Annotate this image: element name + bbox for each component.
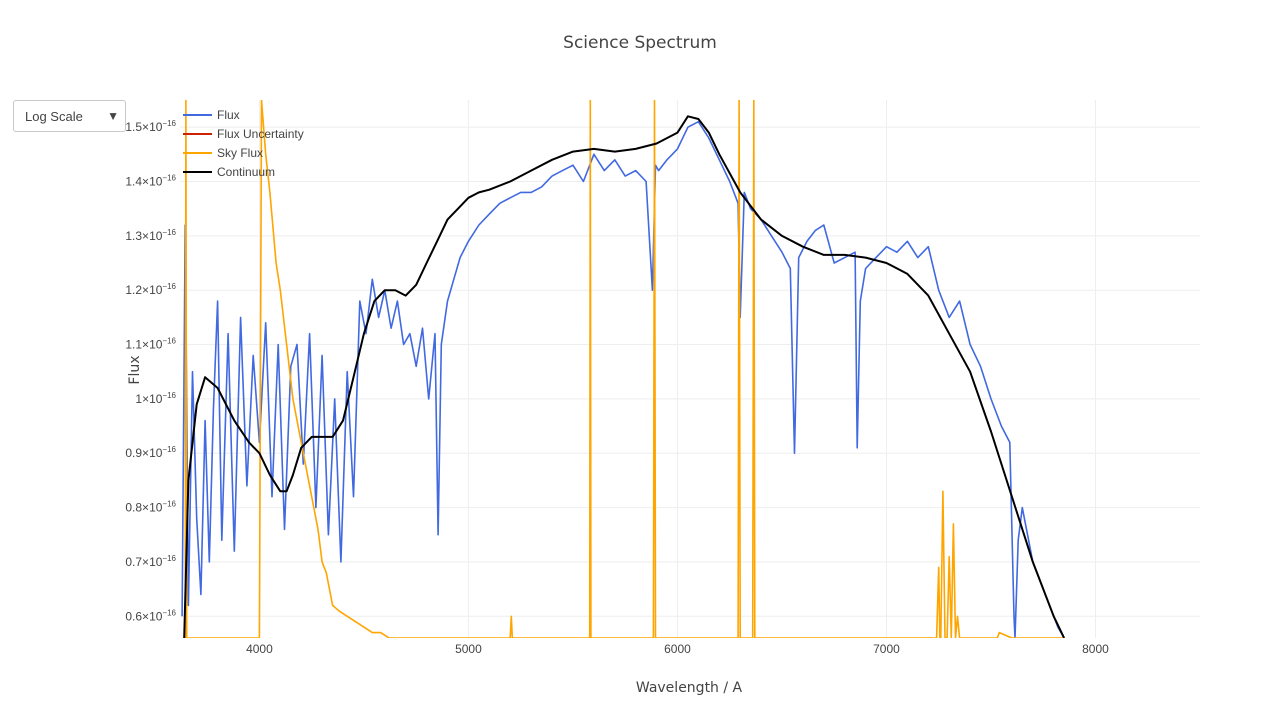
legend-item[interactable]: Continuum [183, 165, 275, 179]
series-line-flux [181, 120, 1065, 638]
y-tick-label: 1.4×10−16 [125, 174, 176, 189]
legend[interactable]: Flux Flux Uncertainty Sky Flux Continuum [183, 108, 304, 179]
series-lines [181, 100, 1066, 638]
axis-ticks: 4000 5000 6000 7000 8000 0.6×10−16 0.7×10−16 0.… [125, 119, 1109, 656]
y-tick-label: 0.6×10−16 [125, 608, 176, 623]
y-axis-title: Flux [127, 355, 143, 384]
x-axis-title: Wavelength / A [636, 680, 743, 696]
x-tick-label: 4000 [246, 642, 273, 656]
series-line-sky-flux [184, 100, 1065, 638]
legend-label: Sky Flux [217, 146, 263, 160]
chevron-down-icon: ▼ [107, 109, 119, 123]
y-tick-label: 1.2×10−16 [125, 282, 176, 297]
x-tick-label: 8000 [1082, 642, 1109, 656]
x-tick-label: 6000 [664, 642, 691, 656]
x-tick-label: 5000 [455, 642, 482, 656]
y-tick-label: 0.8×10−16 [125, 500, 176, 515]
legend-label: Continuum [217, 165, 275, 179]
grid-lines [180, 100, 1200, 638]
y-tick-label: 1.5×10−16 [125, 119, 176, 134]
scale-dropdown-label: Log Scale [25, 109, 83, 124]
legend-label: Flux Uncertainty [217, 127, 304, 141]
y-tick-label: 0.9×10−16 [125, 445, 176, 460]
legend-item[interactable]: Flux Uncertainty [183, 127, 304, 141]
y-tick-label: 0.7×10−16 [125, 554, 176, 569]
y-tick-label: 1×10−16 [135, 391, 176, 406]
chart-title: Science Spectrum [563, 33, 717, 53]
y-tick-label: 1.1×10−16 [125, 337, 176, 352]
legend-item[interactable]: Sky Flux [183, 146, 263, 160]
series-line-continuum [183, 115, 1066, 638]
y-tick-label: 1.3×10−16 [125, 228, 176, 243]
scale-dropdown[interactable]: Log Scale ▼ [13, 100, 126, 132]
legend-item[interactable]: Flux [183, 108, 240, 122]
x-tick-label: 7000 [873, 642, 900, 656]
legend-label: Flux [217, 108, 240, 122]
